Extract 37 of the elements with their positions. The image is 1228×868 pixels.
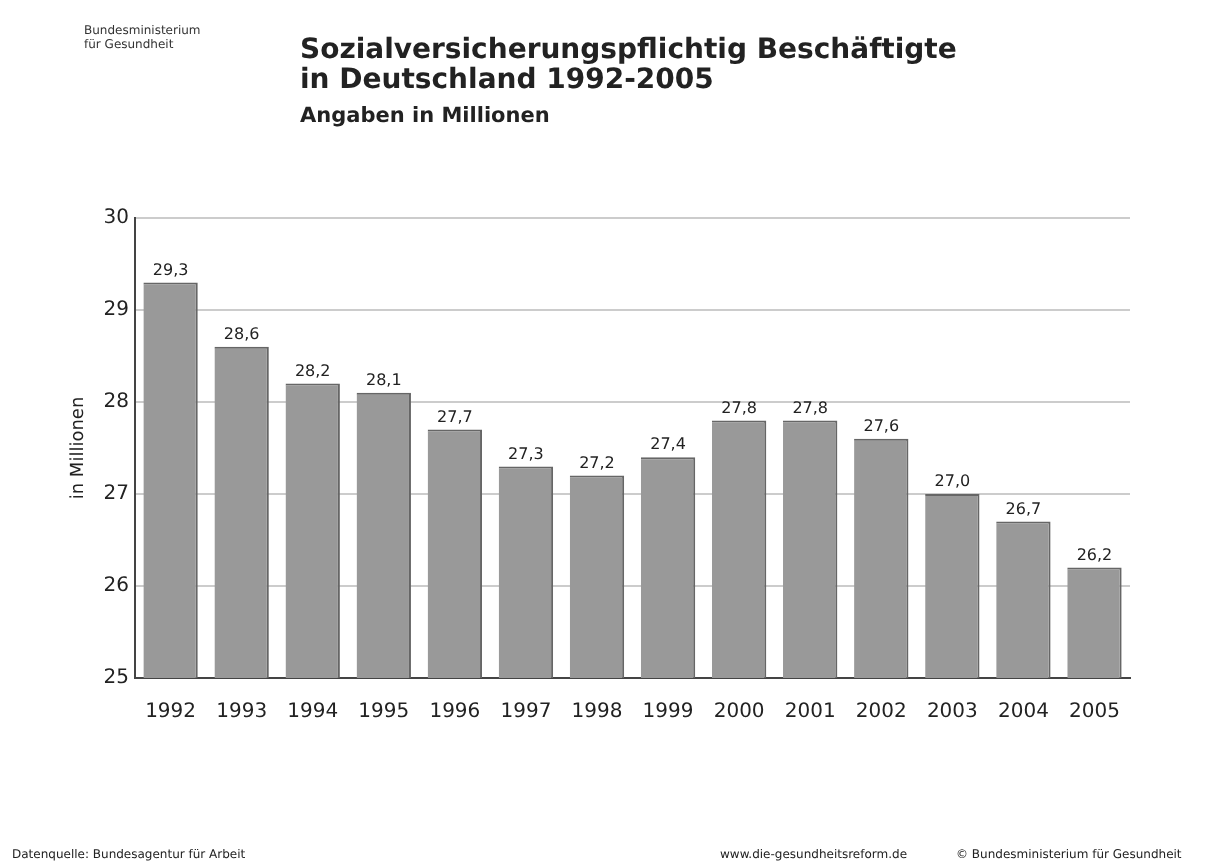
data-label: 28,1 (365, 370, 402, 389)
x-tick-label: 1998 (571, 701, 623, 724)
y-tick-label: 26 (103, 575, 130, 598)
chart-title: Sozialversicherungspflichtig Beschäftigte in Deutschland 1992-2005 (300, 34, 957, 96)
x-tick-label: 2002 (855, 701, 907, 724)
x-tick-label: 1994 (287, 701, 339, 724)
data-label: 26,7 (1005, 499, 1042, 518)
x-tick-label: 1999 (642, 701, 694, 724)
data-label: 28,6 (223, 324, 260, 343)
data-label: 27,3 (508, 444, 544, 463)
x-tick-label: 1992 (145, 701, 197, 724)
x-tick-label: 2003 (926, 701, 978, 724)
y-tick-label: 30 (103, 207, 130, 230)
x-tick-label: 1993 (216, 701, 268, 724)
x-tick-label: 1996 (429, 701, 481, 724)
data-label: 26,2 (1076, 545, 1113, 564)
y-tick-label: 27 (103, 483, 130, 506)
data-label: 27,0 (934, 472, 971, 491)
x-tick-label: 2000 (713, 701, 765, 724)
data-label: 27,7 (437, 407, 473, 426)
y-axis-title: in Millionen (69, 396, 90, 500)
data-label: 29,3 (152, 260, 189, 279)
data-label: 27,6 (863, 416, 900, 435)
data-label: 28,2 (294, 361, 331, 380)
x-tick-label: 1997 (500, 701, 552, 724)
y-tick-label: 28 (103, 391, 130, 414)
x-tick-label: 2005 (1069, 701, 1120, 724)
data-label: 27,8 (721, 398, 757, 417)
x-tick-label: 2004 (997, 701, 1049, 724)
data-label: 27,4 (650, 435, 686, 454)
y-tick-label: 25 (103, 667, 130, 690)
data-label: 27,8 (792, 398, 829, 417)
x-tick-label: 1995 (358, 701, 410, 724)
data-label: 27,2 (579, 453, 615, 472)
x-tick-label: 2001 (784, 701, 836, 724)
chart-subtitle: Angaben in Millionen (300, 104, 550, 128)
y-tick-label: 29 (103, 299, 130, 322)
